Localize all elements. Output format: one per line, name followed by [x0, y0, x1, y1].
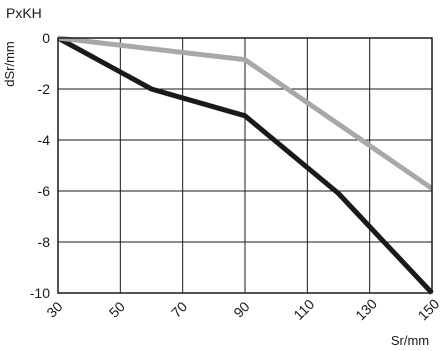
x-tick-label-0: 30	[43, 298, 65, 320]
x-tick-label-5: 130	[352, 295, 380, 323]
y-tick-label-0: 0	[42, 30, 50, 46]
y-tick-label-5: -10	[30, 285, 50, 301]
series-line-1	[57, 35, 434, 191]
series-layer	[56, 35, 434, 295]
y-tick-label-2: -4	[38, 132, 51, 148]
x-tick-label-4: 110	[290, 296, 317, 323]
x-tick-label-6: 150	[415, 295, 443, 323]
y-tick-label-4: -8	[38, 234, 51, 250]
x-tick-label-2: 70	[168, 298, 190, 320]
plot-border	[57, 37, 433, 294]
y-axis-label: dSr/mm	[2, 41, 17, 87]
series-line-0	[56, 35, 434, 295]
chart-title: PxKH	[6, 5, 42, 21]
plot-frame	[57, 37, 433, 294]
x-tick-label-1: 50	[106, 298, 128, 320]
x-tick-label-3: 90	[230, 298, 252, 320]
y-tick-label-3: -6	[38, 183, 51, 199]
x-axis-label: Sr/mm	[391, 333, 429, 348]
grid	[57, 37, 433, 294]
y-tick-label-1: -2	[38, 81, 51, 97]
